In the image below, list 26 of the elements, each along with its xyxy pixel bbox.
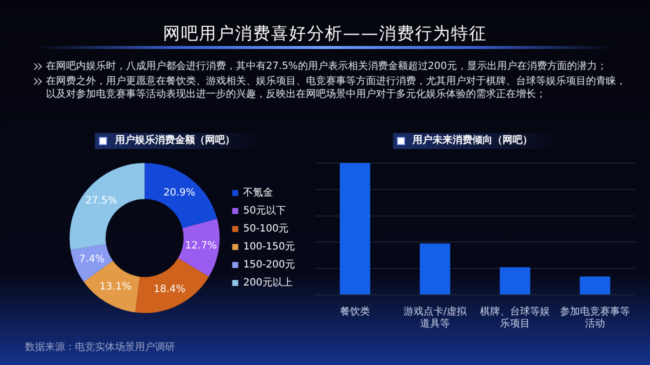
data-label: 7.4% — [79, 254, 105, 266]
text: 在网吧内娱乐时，八成用户都会进行消费，其中有27.5%的用户表示相关消费金额超过200元，显示出用户在消费方面的潜力； — [46, 61, 607, 72]
text: 网吧用户消费喜好分析——消费行为特征 — [162, 23, 488, 45]
legend-label: 200元以上 — [243, 276, 292, 289]
bar — [420, 244, 450, 294]
legend-label: 50元以下 — [243, 204, 286, 217]
data-label: 18.4% — [154, 284, 186, 295]
source-note: 数据来源：电竞实体场景用户调研 — [25, 340, 175, 354]
data-label: 12.7% — [185, 240, 217, 252]
data-label: 20.9% — [164, 187, 196, 198]
x-tick-label: 参加电竞赛事等活动 — [560, 306, 630, 330]
legend-label: 100-150元 — [243, 242, 296, 253]
legend-label: 不氪金 — [243, 186, 274, 199]
x-tick-label: 游戏点卡/虚拟道具等 — [403, 306, 468, 330]
legend-label: 150-200元 — [243, 260, 296, 271]
text: 在网费之外，用户更愿意在餐饮类、游戏相关、娱乐项目、电竞赛事等方面进行消费，尤其用户对于棋牌、台球等娱乐项目的青睐，以及对参加电竞赛事等活动表现出进一步的兴趣，反映出在网吧场景中用户对于多元化娱乐体验的需求正在增长； — [46, 76, 626, 100]
data-label: 27.5% — [85, 196, 118, 207]
data-label: 13.1% — [100, 282, 132, 293]
legend-label: 50-100元 — [243, 224, 289, 235]
bar — [340, 163, 370, 294]
bar — [500, 267, 530, 294]
bar — [580, 276, 610, 294]
x-tick-label: 棋牌、台球等娱乐项目 — [480, 306, 550, 330]
chart-title: 用户未来消费倾向（网吧） — [412, 135, 532, 146]
chart-title: 用户娱乐消费金额（网吧） — [115, 135, 235, 146]
x-tick-label: 餐饮类 — [340, 306, 370, 318]
